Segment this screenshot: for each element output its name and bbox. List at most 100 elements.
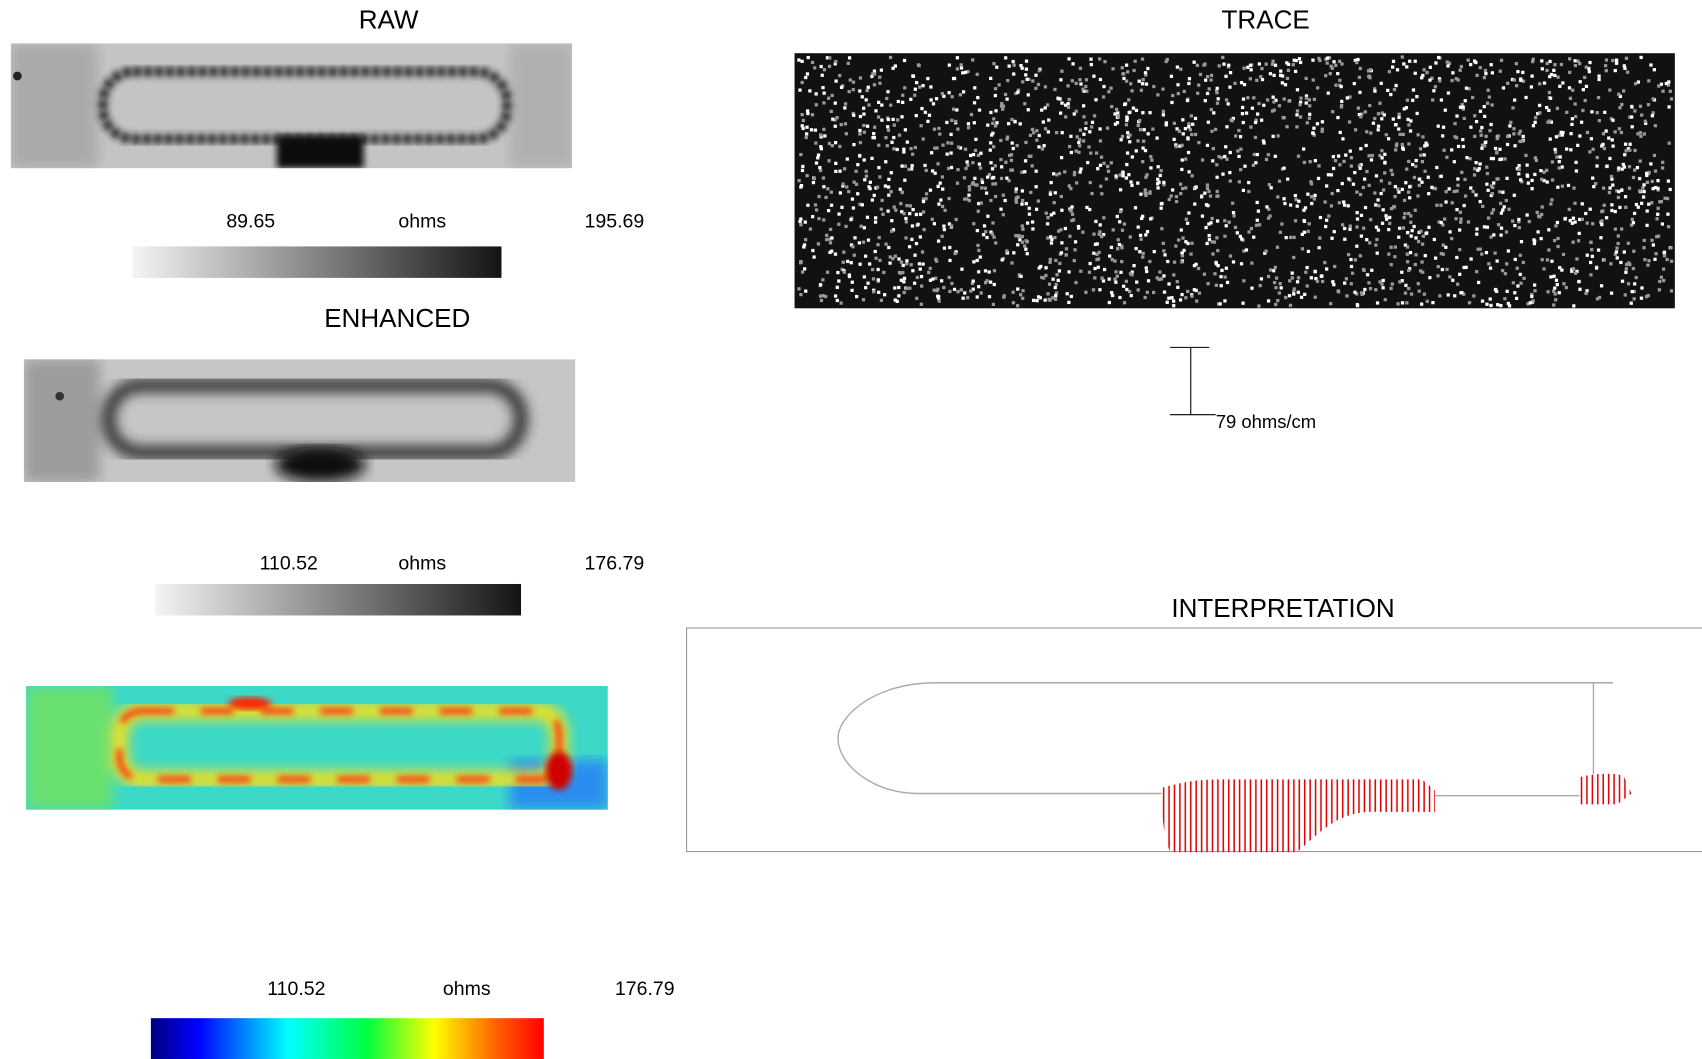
trace-speck	[1164, 59, 1168, 64]
trace-speck	[848, 78, 852, 82]
trace-speck	[819, 147, 823, 151]
trace-speck	[1280, 74, 1285, 78]
trace-speck	[1180, 292, 1184, 297]
trace-speck	[1176, 285, 1180, 289]
trace-speck	[1030, 127, 1035, 132]
trace-speck	[878, 258, 882, 263]
trace-speck	[1424, 141, 1428, 145]
trace-speck	[1526, 302, 1530, 306]
trace-speck	[806, 203, 810, 207]
trace-speck	[1162, 180, 1166, 185]
trace-speck	[1003, 198, 1007, 203]
trace-speck	[1148, 259, 1152, 264]
trace-speck	[1561, 81, 1565, 85]
trace-speck	[1540, 177, 1544, 181]
trace-speck	[963, 147, 968, 151]
trace-speck	[802, 245, 806, 249]
trace-speck	[1115, 214, 1119, 219]
trace-speck	[1292, 58, 1296, 62]
trace-speck	[1257, 101, 1261, 106]
trace-speck	[1155, 136, 1159, 140]
trace-speck	[1589, 240, 1593, 244]
trace-speck	[1009, 158, 1014, 162]
trace-speck	[1639, 296, 1644, 300]
trace-speck	[993, 87, 998, 91]
trace-speck	[1028, 133, 1033, 137]
trace-speck	[1590, 110, 1594, 114]
trace-speck	[1642, 246, 1646, 250]
trace-speck	[1394, 122, 1398, 127]
trace-speck	[1288, 279, 1292, 283]
trace-speck	[870, 74, 874, 79]
trace-speck	[1651, 111, 1655, 115]
trace-speck	[873, 249, 877, 254]
trace-speck	[1131, 106, 1136, 110]
trace-speck	[1450, 236, 1454, 241]
trace-speck	[816, 153, 821, 157]
trace-speck	[1334, 83, 1338, 87]
trace-speck	[1216, 97, 1220, 101]
trace-speck	[1419, 153, 1423, 157]
trace-speck	[877, 100, 881, 105]
trace-speck	[1632, 211, 1637, 216]
trace-speck	[1421, 270, 1425, 274]
trace-speck	[1513, 144, 1517, 148]
trace-speck	[1027, 77, 1031, 81]
trace-speck	[1330, 236, 1334, 240]
trace-speck	[1023, 244, 1027, 248]
trace-speck	[936, 184, 940, 189]
trace-speck	[1037, 69, 1041, 73]
trace-speck	[1308, 104, 1312, 108]
trace-speck	[1420, 76, 1424, 80]
trace-speck	[1372, 87, 1377, 91]
trace-speck	[916, 222, 920, 227]
trace-speck	[1323, 200, 1327, 204]
trace-speck	[1144, 82, 1149, 86]
trace-speck	[1481, 204, 1485, 208]
trace-speck	[1224, 266, 1228, 270]
trace-speck	[1315, 279, 1320, 283]
trace-speck	[1359, 147, 1363, 151]
trace-speck	[895, 299, 899, 303]
trace-speck	[1661, 267, 1666, 271]
trace-speck	[1066, 84, 1070, 88]
trace-speck	[1199, 195, 1204, 199]
trace-speck	[1349, 282, 1353, 286]
trace-speck	[1098, 163, 1103, 167]
trace-speck	[1425, 70, 1429, 75]
trace-speck	[1214, 283, 1218, 287]
trace-speck	[1463, 194, 1468, 198]
trace-speck	[1376, 124, 1381, 128]
trace-speck	[1469, 125, 1473, 129]
trace-speck	[1093, 242, 1098, 246]
trace-speck	[1374, 203, 1378, 207]
trace-speck	[1423, 169, 1427, 173]
trace-speck	[1266, 299, 1271, 303]
trace-speck	[858, 76, 863, 80]
trace-speck	[1484, 71, 1488, 76]
trace-speck	[872, 136, 876, 140]
trace-speck	[989, 141, 993, 145]
trace-speck	[1012, 63, 1016, 67]
trace-speck	[833, 118, 837, 122]
trace-speck	[1597, 74, 1601, 78]
trace-speck	[876, 267, 880, 272]
trace-speck	[1290, 276, 1294, 280]
trace-speck	[1405, 98, 1410, 102]
trace-speck	[1665, 196, 1670, 201]
trace-speck	[874, 109, 878, 113]
trace-speck	[896, 99, 900, 104]
trace-speck	[1036, 295, 1041, 299]
trace-speck	[1247, 180, 1251, 185]
trace-speck	[1144, 175, 1148, 179]
trace-speck	[1237, 154, 1241, 159]
trace-speck	[1326, 91, 1330, 95]
trace-speck	[942, 285, 946, 290]
trace-speck	[1482, 225, 1487, 229]
trace-speck	[875, 185, 880, 189]
trace-speck	[1034, 86, 1038, 90]
trace-speck	[1146, 132, 1150, 136]
trace-speck	[1504, 198, 1508, 203]
trace-speck	[1223, 154, 1227, 159]
trace-speck	[870, 267, 875, 272]
